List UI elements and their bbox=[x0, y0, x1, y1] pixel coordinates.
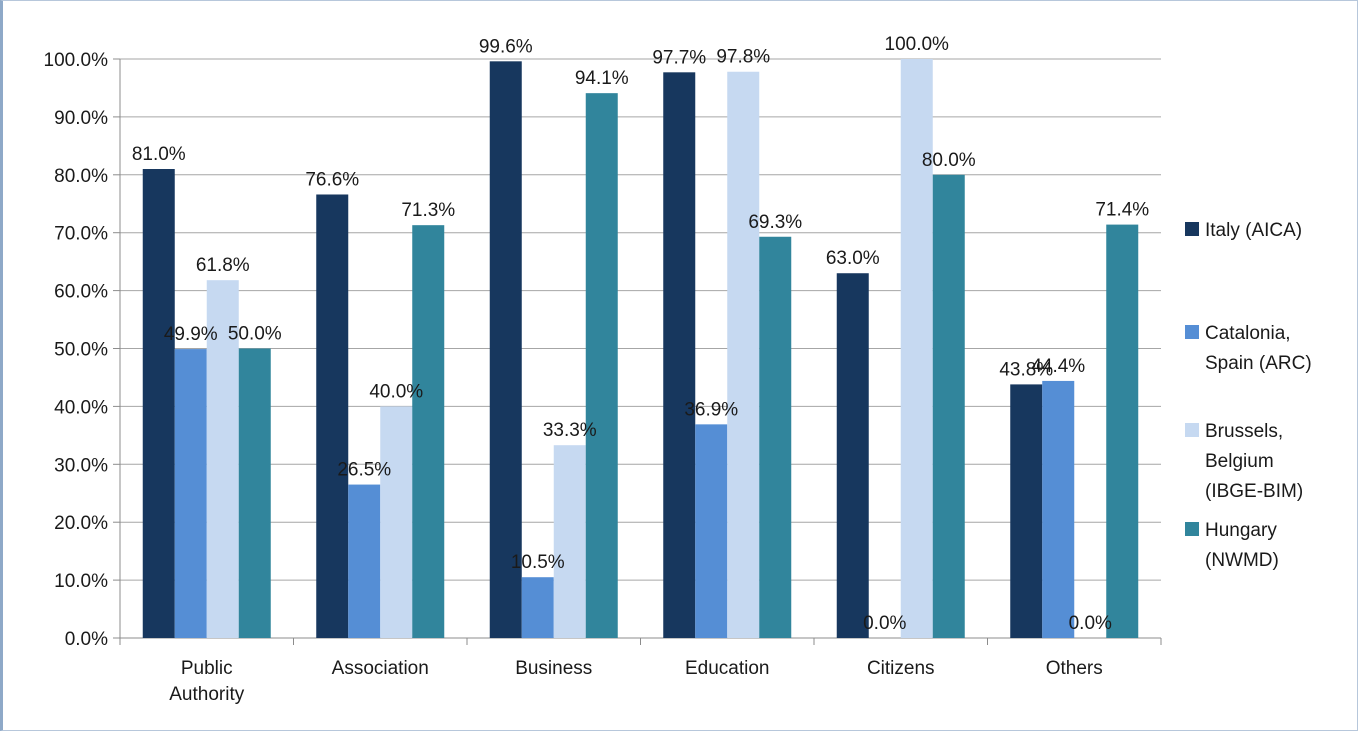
legend-swatch bbox=[1185, 423, 1199, 437]
bar bbox=[727, 71, 760, 639]
bar bbox=[1042, 380, 1075, 638]
bar bbox=[238, 348, 271, 638]
bar bbox=[521, 577, 554, 638]
bar bbox=[316, 194, 349, 638]
y-tick-label: 60.0% bbox=[54, 282, 108, 303]
bar bbox=[663, 72, 696, 638]
category-label: Citizens bbox=[867, 658, 935, 679]
data-label: 49.9% bbox=[164, 324, 218, 345]
legend-swatch bbox=[1185, 222, 1199, 236]
category-label: Public bbox=[181, 658, 233, 679]
legend-label: Italy (AICA) bbox=[1205, 220, 1302, 241]
data-label: 61.8% bbox=[196, 255, 250, 276]
data-label: 63.0% bbox=[826, 248, 880, 269]
bar bbox=[553, 445, 586, 638]
bar bbox=[759, 236, 792, 639]
bar bbox=[1010, 384, 1043, 638]
data-label: 26.5% bbox=[337, 460, 391, 481]
data-label: 71.3% bbox=[401, 200, 455, 221]
data-label: 36.9% bbox=[684, 399, 738, 420]
data-label: 0.0% bbox=[863, 613, 906, 634]
bar bbox=[348, 484, 381, 638]
data-label: 81.0% bbox=[132, 144, 186, 165]
data-label: 76.6% bbox=[305, 169, 359, 190]
bar bbox=[585, 93, 618, 638]
bar bbox=[1106, 224, 1139, 638]
y-tick-label: 40.0% bbox=[54, 397, 108, 418]
category-label: Business bbox=[515, 658, 592, 679]
data-label: 80.0% bbox=[922, 150, 976, 171]
data-label: 50.0% bbox=[228, 324, 282, 345]
legend-swatch bbox=[1185, 325, 1199, 339]
category-label: Others bbox=[1046, 658, 1103, 679]
category-label: Authority bbox=[169, 684, 244, 705]
y-tick-label: 10.0% bbox=[54, 571, 108, 592]
data-label: 33.3% bbox=[543, 420, 597, 441]
data-label: 40.0% bbox=[369, 381, 423, 402]
bar bbox=[174, 349, 207, 638]
y-tick-label: 50.0% bbox=[54, 340, 108, 361]
data-label: 97.7% bbox=[652, 47, 706, 68]
legend-label: Catalonia, bbox=[1205, 323, 1291, 344]
category-label: Education bbox=[685, 658, 770, 679]
bar bbox=[932, 174, 965, 639]
y-tick-label: 70.0% bbox=[54, 224, 108, 245]
bar bbox=[412, 225, 445, 638]
legend-label: Brussels, bbox=[1205, 421, 1283, 442]
y-tick-label: 20.0% bbox=[54, 513, 108, 534]
bar bbox=[489, 61, 522, 639]
bar-chart: 0.0% 10.0% 20.0% 30.0% 40.0% 50.0% 60.0% 70.0% 8… bbox=[44, 34, 1312, 705]
y-tick-label: 100.0% bbox=[44, 50, 109, 71]
legend-label: (NWMD) bbox=[1205, 550, 1279, 571]
bar bbox=[900, 59, 933, 638]
legend-label: (IBGE-BIM) bbox=[1205, 481, 1303, 502]
bar bbox=[380, 406, 413, 638]
data-label: 0.0% bbox=[1069, 613, 1112, 634]
y-tick-label: 30.0% bbox=[54, 455, 108, 476]
data-label: 94.1% bbox=[575, 68, 629, 89]
y-tick-label: 0.0% bbox=[65, 629, 108, 650]
legend-label: Hungary bbox=[1205, 520, 1277, 541]
bar bbox=[836, 273, 869, 638]
legend-label: Spain (ARC) bbox=[1205, 353, 1312, 374]
legend-swatch bbox=[1185, 522, 1199, 536]
y-tick-label: 80.0% bbox=[54, 166, 108, 187]
data-label: 44.4% bbox=[1031, 356, 1085, 377]
bar bbox=[206, 280, 239, 638]
category-label: Association bbox=[332, 658, 429, 679]
data-label: 10.5% bbox=[511, 552, 565, 573]
data-label: 97.8% bbox=[716, 47, 770, 68]
data-label: 69.3% bbox=[748, 212, 802, 233]
data-label: 99.6% bbox=[479, 36, 533, 57]
data-label: 71.4% bbox=[1095, 200, 1149, 221]
data-label: 43.8% bbox=[999, 359, 1053, 380]
bar bbox=[695, 424, 728, 638]
data-label: 100.0% bbox=[885, 34, 950, 55]
bar bbox=[142, 169, 175, 638]
legend-label: Belgium bbox=[1205, 451, 1274, 472]
y-tick-label: 90.0% bbox=[54, 108, 108, 129]
